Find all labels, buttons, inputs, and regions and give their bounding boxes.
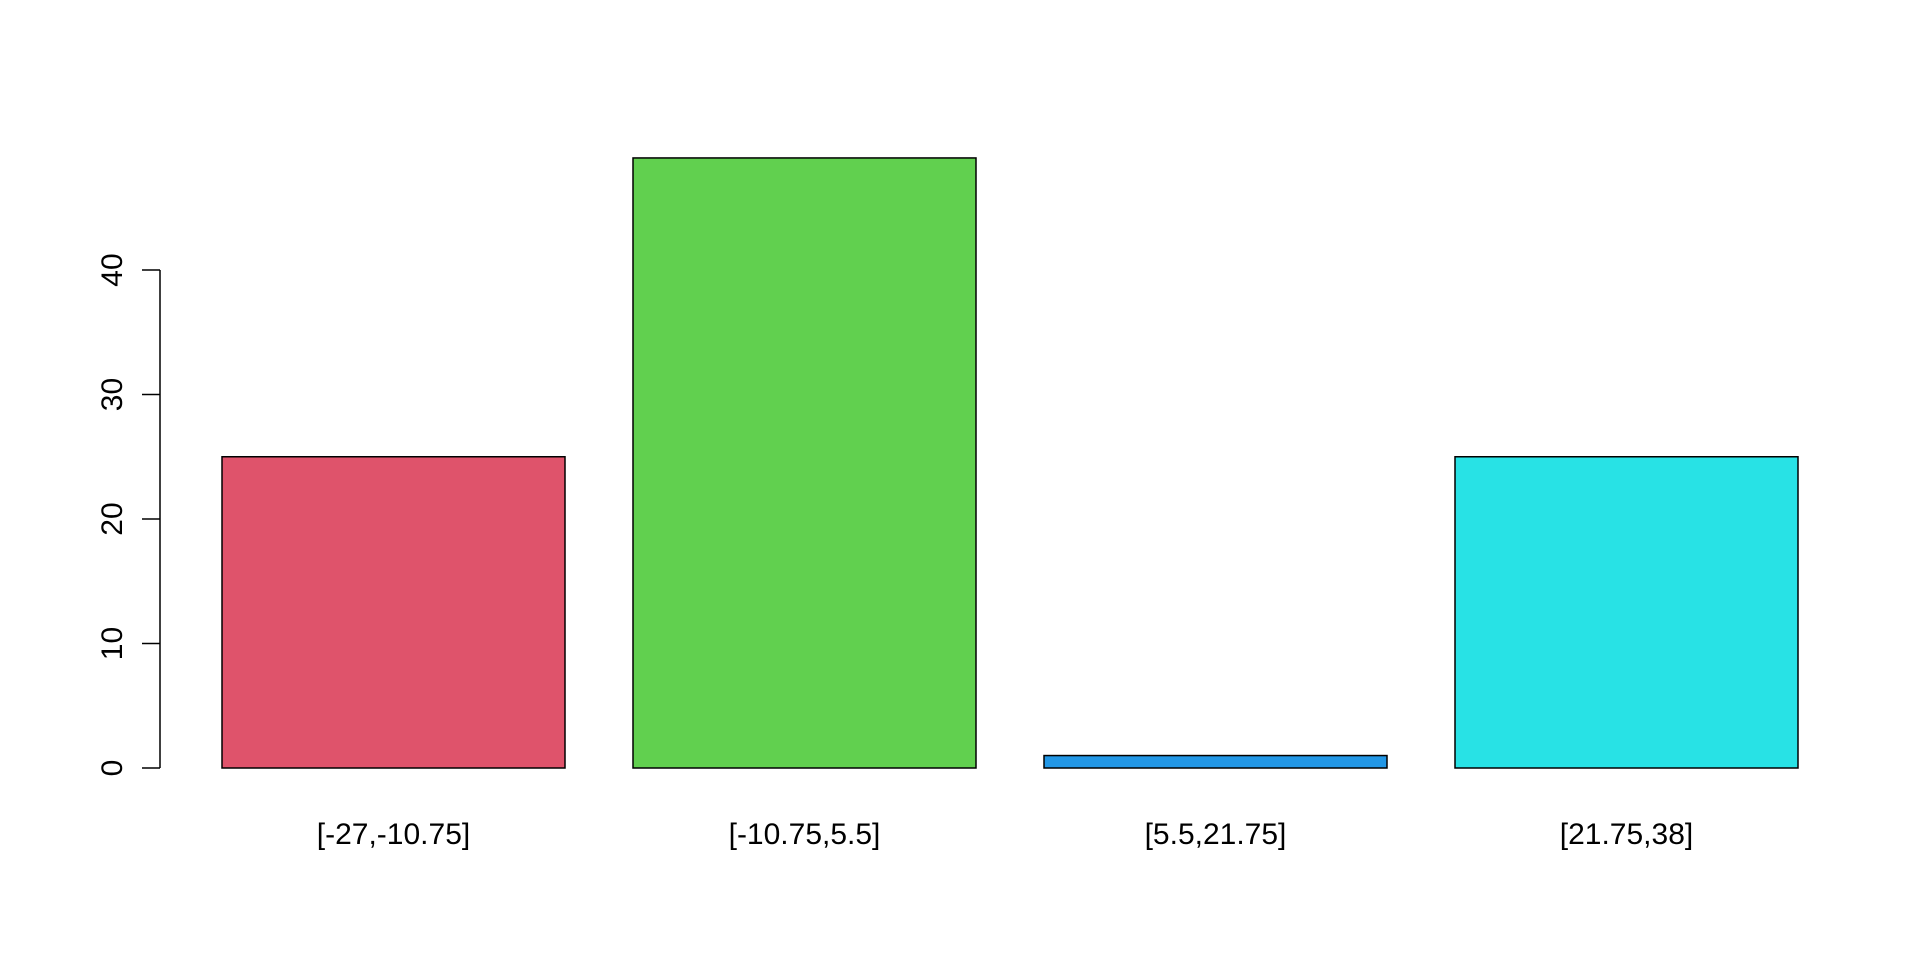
- y-tick-label: 40: [96, 253, 129, 286]
- y-axis: 0 10 20 30 40: [96, 253, 161, 777]
- bars: [221, 157, 1799, 769]
- x-tick-label: [21.75,38]: [1560, 818, 1693, 851]
- x-axis-labels: [-27,-10.75] [-10.75,5.5] [5.5,21.75] [21.7…: [317, 818, 1693, 851]
- x-tick-label: [-10.75,5.5]: [729, 818, 881, 851]
- y-tick-label: 20: [96, 502, 129, 535]
- bar-2: [632, 157, 977, 769]
- x-tick-label: [-27,-10.75]: [317, 818, 470, 851]
- y-tick-label: 10: [96, 627, 129, 660]
- bar-4: [1454, 456, 1799, 769]
- y-tick-label: 0: [96, 760, 129, 777]
- bar-3: [1043, 754, 1388, 769]
- x-tick-label: [5.5,21.75]: [1145, 818, 1287, 851]
- bar-1: [221, 456, 566, 769]
- y-tick-label: 30: [96, 378, 129, 411]
